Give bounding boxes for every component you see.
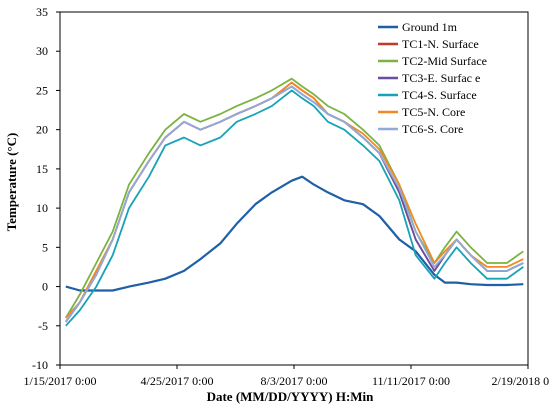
legend-label: TC6-S. Core bbox=[402, 122, 463, 136]
series-line-tc4-s-surface bbox=[65, 89, 524, 327]
x-tick-label: 8/3/2017 0:00 bbox=[260, 374, 327, 388]
x-tick-label: 2/19/2018 0:00 bbox=[491, 374, 550, 388]
legend-label: TC1-N. Surface bbox=[402, 37, 479, 51]
legend-label: TC2-Mid Surface bbox=[402, 54, 487, 68]
y-axis-title: Temperature (°C) bbox=[4, 133, 19, 232]
legend-label: TC4-S. Surface bbox=[402, 88, 477, 102]
legend-label: TC3-E. Surfac e bbox=[402, 71, 480, 85]
y-tick-label: 25 bbox=[36, 83, 48, 97]
y-tick-label: 5 bbox=[42, 240, 48, 254]
legend-label: Ground 1m bbox=[402, 20, 458, 34]
axes: -10 -5 0 5 10 15 20 25 30 35 1/15/2017 0:00 4/25/20… bbox=[23, 5, 550, 388]
y-tick-label: 30 bbox=[36, 44, 48, 58]
y-tick-label: 0 bbox=[42, 280, 48, 294]
y-tick-label: -10 bbox=[32, 358, 48, 372]
y-tick-label: 10 bbox=[36, 201, 48, 215]
y-tick-label: 35 bbox=[36, 5, 48, 19]
x-tick-label: 4/25/2017 0:00 bbox=[140, 374, 213, 388]
series-line-tc2-mid-surface bbox=[65, 77, 524, 319]
y-tick-label: 15 bbox=[36, 162, 48, 176]
y-tick-label: 20 bbox=[36, 123, 48, 137]
series-line-tc6-s-core bbox=[65, 85, 524, 323]
legend: Ground 1m TC1-N. Surface TC2-Mid Surface TC… bbox=[378, 20, 487, 136]
y-tick-label: -5 bbox=[38, 319, 48, 333]
x-axis-title: Date (MM/DD/YYYY) H:Min bbox=[207, 389, 375, 404]
series-line-ground-1m bbox=[65, 175, 524, 292]
x-tick-label: 1/15/2017 0:00 bbox=[23, 374, 96, 388]
x-tick-label: 11/11/2017 0:00 bbox=[372, 374, 450, 388]
series-layer bbox=[65, 77, 524, 327]
legend-label: TC5-N. Core bbox=[402, 105, 465, 119]
